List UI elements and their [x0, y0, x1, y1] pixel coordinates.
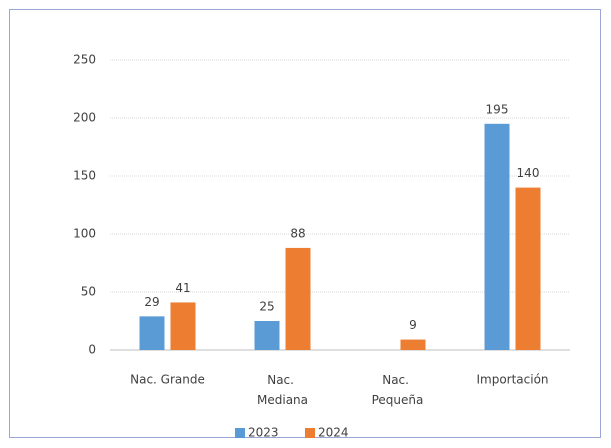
data-label: 29: [144, 295, 159, 309]
x-tick-label: Nac. Mediana: [257, 373, 308, 407]
legend-swatch: [305, 428, 315, 438]
data-label: 25: [259, 300, 274, 314]
bar: [170, 302, 196, 350]
y-tick-label: 100: [73, 227, 96, 241]
bar: [285, 247, 311, 350]
x-tick-label: Importación: [476, 373, 548, 387]
y-tick-label: 250: [73, 53, 96, 67]
legend-swatch: [235, 428, 245, 438]
bar: [484, 123, 510, 350]
bar: [515, 187, 541, 350]
data-label: 88: [290, 226, 305, 240]
data-label: 140: [517, 166, 540, 180]
bar: [254, 321, 280, 350]
bar: [139, 316, 165, 350]
bar: [400, 339, 426, 350]
legend-label: 2023: [248, 426, 279, 440]
legend-label: 2024: [318, 426, 349, 440]
y-tick-label: 200: [73, 111, 96, 125]
y-tick-label: 0: [88, 343, 96, 357]
y-tick-label: 50: [81, 285, 96, 299]
data-label: 41: [175, 281, 190, 295]
data-label: 195: [486, 102, 509, 116]
x-tick-label: Nac. Pequeña: [372, 373, 424, 407]
data-label: 9: [409, 318, 417, 332]
x-tick-label: Nac. Grande: [130, 373, 205, 387]
y-tick-label: 150: [73, 169, 96, 183]
